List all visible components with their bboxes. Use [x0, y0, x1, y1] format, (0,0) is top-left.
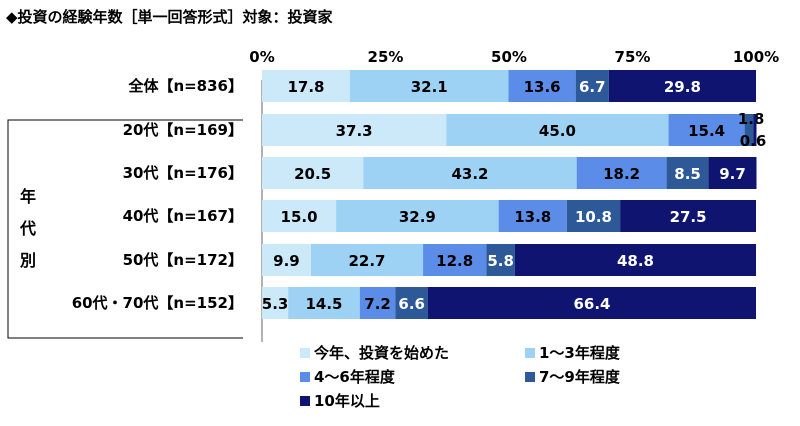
bar-segment — [666, 157, 709, 189]
bar-segment — [668, 114, 745, 146]
data-label: 43.2 — [451, 165, 488, 183]
bar-segment — [566, 200, 621, 232]
bar-segment — [744, 114, 754, 146]
data-label: 45.0 — [539, 122, 576, 140]
bar-segment — [395, 287, 428, 319]
legend-label: 今年、投資を始めた — [313, 344, 449, 362]
bar-segment — [262, 114, 447, 146]
legend-swatch — [525, 348, 535, 358]
bar-segment — [262, 157, 364, 189]
data-label: 10.8 — [575, 208, 612, 226]
data-label: 0.6 — [740, 132, 767, 150]
category-label: 40代【n=167】 — [123, 207, 243, 225]
data-label: 32.9 — [399, 208, 436, 226]
data-label: 66.4 — [573, 295, 610, 313]
data-label: 7.2 — [364, 295, 391, 313]
group-label-char: 年 — [20, 187, 36, 206]
category-label: 50代【n=172】 — [123, 251, 243, 269]
data-label: 32.1 — [411, 78, 448, 96]
category-label: 30代【n=176】 — [123, 164, 243, 182]
bar-segment — [310, 244, 424, 276]
legend-label: 10年以上 — [314, 392, 380, 410]
x-tick-label: 50% — [491, 48, 527, 66]
legend-label: 4～6年程度 — [314, 368, 396, 386]
data-label: 20.5 — [294, 165, 331, 183]
bar-segment — [288, 287, 360, 319]
bar-segment — [753, 114, 757, 146]
bar-segment — [486, 244, 515, 276]
group-label-char: 代 — [19, 219, 36, 238]
bar-segment — [262, 244, 311, 276]
data-label: 18.2 — [603, 165, 640, 183]
bar-segment — [359, 287, 396, 319]
bar-segment — [262, 287, 289, 319]
chart-title: ◆投資の経験年数［単一回答形式］対象：投資家 — [6, 8, 333, 26]
category-label: 20代【n=169】 — [123, 121, 243, 139]
legend-swatch — [525, 372, 535, 382]
bar-segment — [708, 157, 757, 189]
legend-label: 1～3年程度 — [539, 344, 621, 362]
legend-swatch — [300, 348, 310, 358]
legend-label: 7～9年程度 — [539, 368, 621, 386]
data-label: 13.6 — [524, 78, 561, 96]
bar-segment — [423, 244, 487, 276]
data-label: 15.0 — [281, 208, 318, 226]
data-label: 15.4 — [688, 122, 725, 140]
data-label: 6.7 — [579, 78, 606, 96]
bar-segment — [508, 70, 576, 102]
bar-segment — [576, 157, 667, 189]
bar-segment — [262, 200, 337, 232]
data-label: 5.3 — [262, 295, 289, 313]
data-label: 37.3 — [336, 122, 373, 140]
x-tick-label: 100% — [733, 48, 779, 66]
x-tick-label: 25% — [368, 48, 404, 66]
group-bracket — [7, 119, 243, 339]
bar-segment — [262, 70, 350, 102]
data-label: 27.5 — [670, 208, 707, 226]
data-label: 8.5 — [674, 165, 701, 183]
data-label: 6.6 — [398, 295, 425, 313]
bar-segment — [336, 200, 499, 232]
bar-segment — [363, 157, 577, 189]
legend-swatch — [300, 396, 310, 406]
bar-segment — [514, 244, 756, 276]
data-label: 48.8 — [617, 252, 654, 270]
data-label: 29.8 — [664, 78, 701, 96]
x-tick-label: 0% — [249, 48, 274, 66]
bar-segment — [446, 114, 669, 146]
x-tick-label: 75% — [615, 48, 651, 66]
bar-segment — [427, 287, 756, 319]
bar-segment — [608, 70, 756, 102]
bar-segment — [575, 70, 609, 102]
bar-segment — [349, 70, 509, 102]
data-label: 5.8 — [487, 252, 514, 270]
legend-swatch — [300, 372, 310, 382]
data-label: 17.8 — [287, 78, 324, 96]
category-label: 60代・70代【n=152】 — [72, 294, 243, 312]
data-label: 13.8 — [514, 208, 551, 226]
bar-segment — [620, 200, 756, 232]
bar-segment — [498, 200, 567, 232]
group-label-char: 別 — [20, 251, 36, 270]
data-label: 1.8 — [738, 110, 765, 128]
data-label: 12.8 — [436, 252, 473, 270]
category-label: 全体【n=836】 — [127, 77, 243, 95]
data-label: 9.9 — [273, 252, 300, 270]
data-label: 9.7 — [719, 165, 746, 183]
data-label: 14.5 — [305, 295, 342, 313]
data-label: 22.7 — [348, 252, 385, 270]
